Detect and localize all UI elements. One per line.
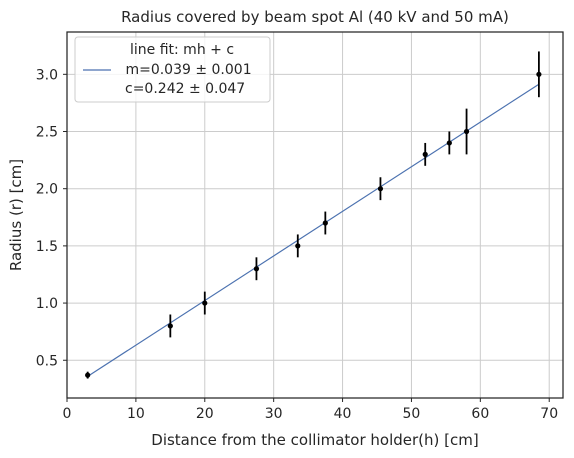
data-point [295,243,301,249]
legend: line fit: mh + c m=0.039 ± 0.001 c=0.242… [74,36,271,103]
data-point [463,128,470,135]
plot-frame [66,31,564,399]
data-point [536,71,542,77]
data-point [322,220,328,226]
data-point [167,323,173,329]
data-point [446,140,452,146]
x-tick-label: 30 [265,406,283,422]
y-tick-label: 0.5 [36,353,58,369]
x-axis-label: Distance from the collimator holder(h) [… [151,431,478,449]
x-tick-label: 10 [127,406,145,422]
x-tick-label: 50 [403,406,421,422]
chart-title: Radius covered by beam spot Al (40 kV an… [121,8,509,26]
y-tick-label: 3.0 [36,67,58,83]
points-layer [85,51,542,379]
y-tick-label: 1.0 [36,296,58,312]
x-tick-label: 60 [471,406,489,422]
legend-header: line fit: mh + c [130,42,234,58]
y-tick-label: 2.5 [36,125,58,141]
data-point [253,266,260,272]
x-tick-label: 70 [540,406,558,422]
data-point [85,372,91,378]
x-tick-label: 40 [334,406,352,422]
data-point [422,151,428,157]
y-tick-label: 1.5 [36,239,58,255]
fit-line [87,83,540,377]
y-tick-label: 2.0 [36,182,58,198]
legend-entry-line-1: m=0.039 ± 0.001 [121,62,252,78]
fit-layer [87,83,540,377]
data-point [377,186,384,192]
ticks-layer: 0 10 20 30 40 50 60 70 0.5 1.0 1.5 2.0 2.5 3.0 [36,67,558,422]
y-axis-label: Radius (r) [cm] [7,159,25,271]
legend-entry-line-2: c=0.242 ± 0.047 [125,81,245,97]
data-point [202,300,208,306]
legend-box [74,36,271,103]
x-tick-label: 20 [196,406,214,422]
x-tick-label: 0 [63,406,72,422]
